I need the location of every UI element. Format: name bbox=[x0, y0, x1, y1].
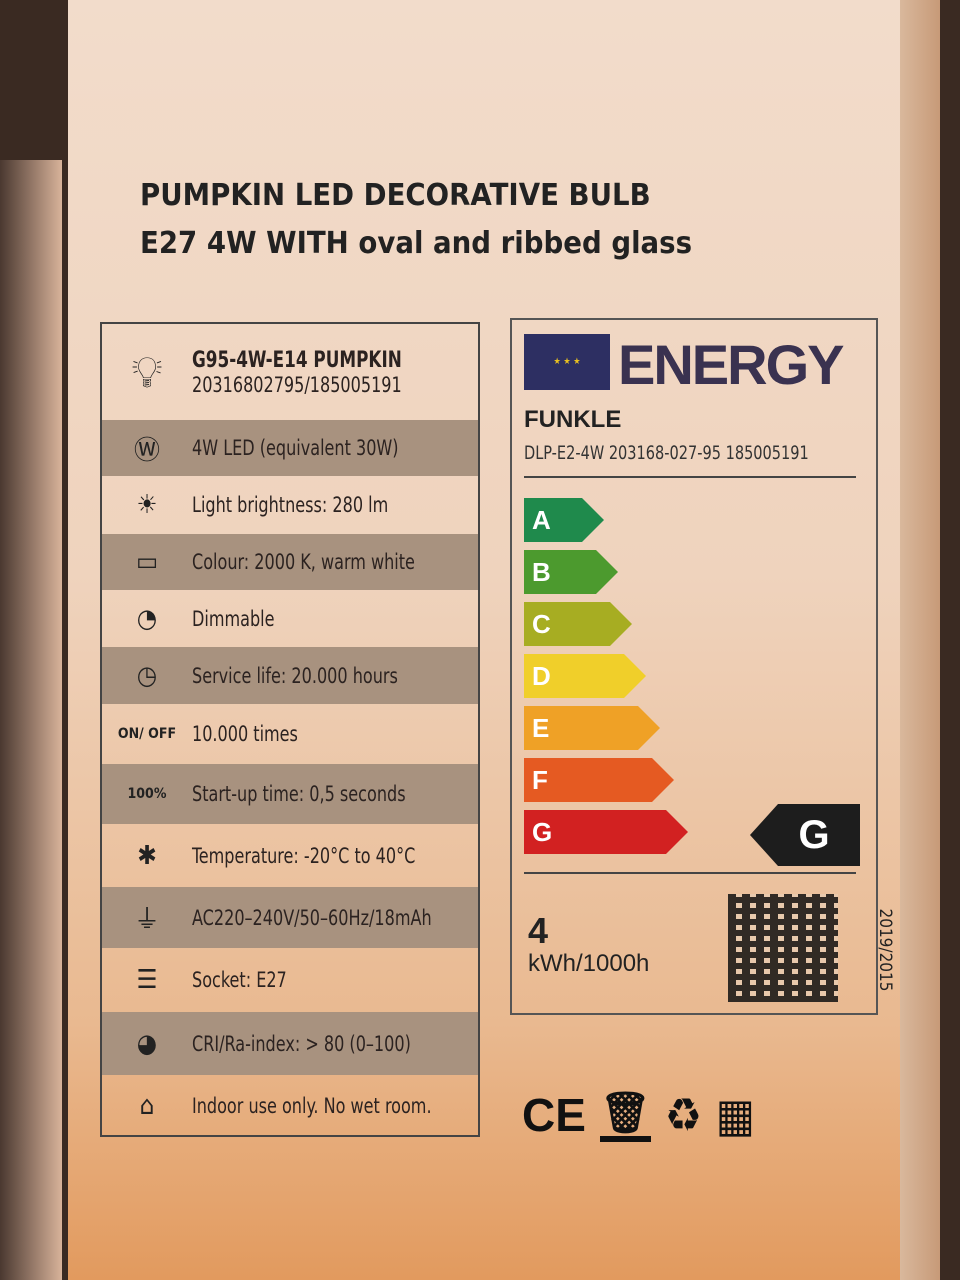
spec-text: 4W LED (equivalent 30W) bbox=[192, 436, 399, 460]
cri-icon: ◕ bbox=[136, 1028, 158, 1059]
compliance-marks: CE 🗑︎ ♻︎ ▦ bbox=[522, 1088, 755, 1142]
weee-bin-icon: 🗑︎ bbox=[599, 1089, 651, 1142]
energy-rating-marker: G bbox=[750, 804, 860, 866]
snowflake-icon: ✱ bbox=[137, 840, 157, 871]
packaging-boxes-icon: ▦ bbox=[715, 1088, 755, 1142]
spec-row: ☰ Socket: E27 bbox=[102, 948, 478, 1012]
energy-class-f: F bbox=[524, 758, 674, 802]
energy-class-g: G bbox=[524, 810, 688, 854]
regulation-number: 2019/2015 bbox=[875, 908, 895, 992]
model-name: G95-4W-E14 PUMPKIN bbox=[192, 347, 402, 373]
consumption-unit: kWh/1000h bbox=[528, 950, 650, 977]
energy-class-b: B bbox=[524, 550, 618, 594]
spec-text: CRI/Ra-index: > 80 (0–100) bbox=[192, 1031, 411, 1056]
product-title: PUMPKIN LED DECORATIVE BULB E27 4W WITH … bbox=[140, 172, 692, 268]
spec-row: 100% Start-up time: 0,5 seconds bbox=[102, 764, 478, 824]
bulb-icon: 💡︎ bbox=[131, 346, 163, 398]
spec-row: ☀︎ Light brightness: 280 lm bbox=[102, 476, 478, 534]
energy-model: DLP-E2-4W 203168-027-95 185005191 bbox=[524, 442, 809, 464]
spec-row: ◕ CRI/Ra-index: > 80 (0–100) bbox=[102, 1012, 478, 1075]
house-icon: ⌂ bbox=[139, 1091, 155, 1121]
spec-text: Indoor use only. No wet room. bbox=[192, 1094, 432, 1118]
recycle-icon: ♻︎ bbox=[664, 1088, 702, 1142]
spec-row: ◔ Dimmable bbox=[102, 590, 478, 647]
spec-row: ⏚ AC220–240V/50–60Hz/18mAh bbox=[102, 887, 478, 948]
adjacent-box bbox=[0, 160, 62, 1280]
model-codes: 20316802795/185005191 bbox=[192, 372, 402, 397]
colour-temperature-icon: ▭ bbox=[135, 547, 159, 577]
title-line-1: PUMPKIN LED DECORATIVE BULB bbox=[140, 178, 651, 213]
spec-text: Socket: E27 bbox=[192, 968, 287, 992]
eu-flag-icon: ★ ★ ★ bbox=[524, 334, 610, 390]
divider bbox=[524, 476, 856, 478]
socket-icon: ☰ bbox=[136, 965, 158, 995]
energy-label: ★ ★ ★ ENERGY FUNKLE DLP-E2-4W 203168-027… bbox=[510, 318, 895, 1015]
watt-icon: Ⓦ bbox=[133, 435, 160, 466]
on-off-icon: ON/ OFF bbox=[117, 726, 177, 742]
spec-text: AC220–240V/50–60Hz/18mAh bbox=[192, 905, 432, 930]
box-side bbox=[900, 0, 940, 1280]
spec-text: Colour: 2000 K, warm white bbox=[192, 550, 415, 574]
energy-class-e: E bbox=[524, 706, 660, 750]
clock-icon: ◷ bbox=[136, 660, 158, 691]
spec-text: 10.000 times bbox=[192, 722, 298, 746]
spec-text: Service life: 20.000 hours bbox=[192, 663, 398, 688]
consumption-value: 4 bbox=[528, 910, 549, 951]
qr-code bbox=[728, 894, 838, 1002]
spec-row: ◷ Service life: 20.000 hours bbox=[102, 647, 478, 704]
spec-text: Dimmable bbox=[192, 606, 275, 631]
brightness-bulb-icon: ☀︎ bbox=[136, 490, 158, 520]
spec-table: 💡︎ G95-4W-E14 PUMPKIN 20316802795/185005… bbox=[100, 322, 480, 1137]
plug-icon: ⏚ bbox=[133, 905, 160, 935]
spec-row: ✱ Temperature: -20°C to 40°C bbox=[102, 824, 478, 887]
spec-header: 💡︎ G95-4W-E14 PUMPKIN 20316802795/185005… bbox=[102, 324, 478, 420]
spec-row: ⌂ Indoor use only. No wet room. bbox=[102, 1075, 478, 1137]
energy-class-a: A bbox=[524, 498, 604, 542]
spec-row: ON/ OFF 10.000 times bbox=[102, 704, 478, 764]
spec-text: Temperature: -20°C to 40°C bbox=[192, 843, 416, 868]
spec-row: ▭ Colour: 2000 K, warm white bbox=[102, 534, 478, 590]
energy-class-d: D bbox=[524, 654, 646, 698]
dimmable-icon: ◔ bbox=[136, 603, 158, 634]
spec-row: Ⓦ 4W LED (equivalent 30W) bbox=[102, 420, 478, 476]
spec-text: Start-up time: 0,5 seconds bbox=[192, 782, 406, 806]
spec-text: Light brightness: 280 lm bbox=[192, 493, 389, 517]
ce-mark-icon: CE bbox=[522, 1089, 586, 1141]
energy-heading: ENERGY bbox=[618, 333, 844, 396]
title-line-2: E27 4W WITH oval and ribbed glass bbox=[140, 226, 693, 261]
energy-class-c: C bbox=[524, 602, 632, 646]
energy-brand: FUNKLE bbox=[524, 406, 622, 433]
startup-icon: 100% bbox=[127, 786, 167, 802]
divider bbox=[524, 872, 856, 874]
